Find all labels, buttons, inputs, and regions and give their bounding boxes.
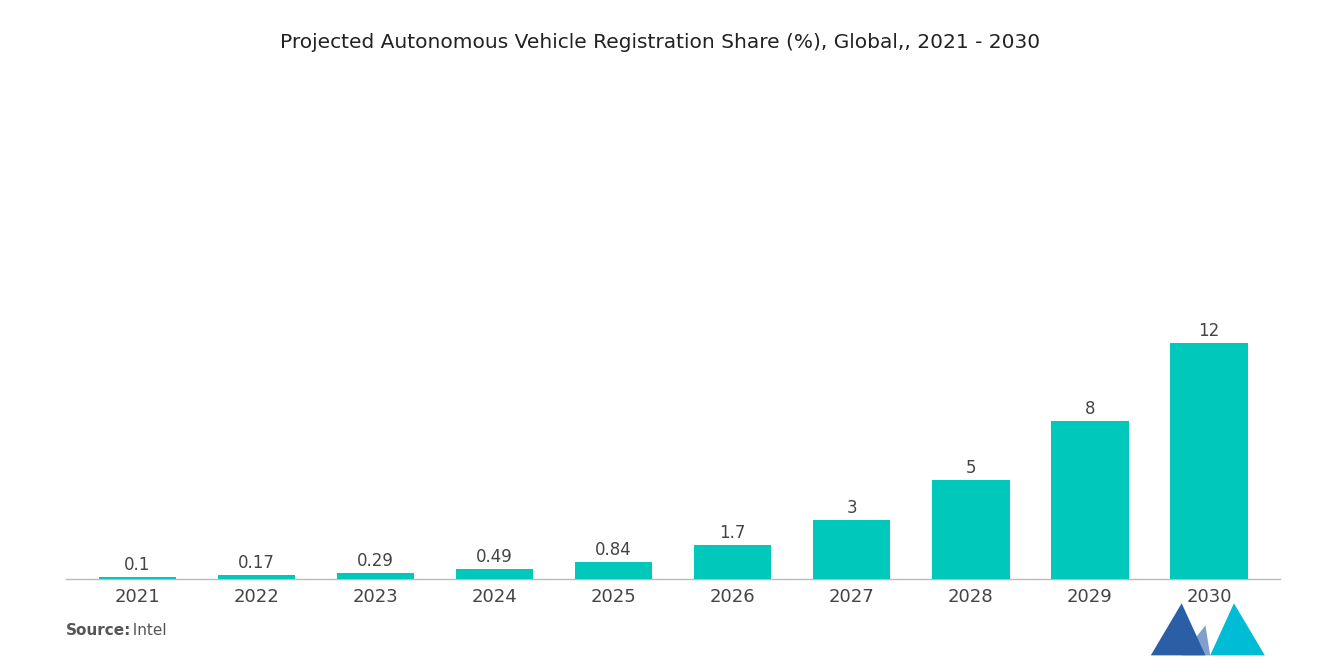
Text: 12: 12 <box>1199 322 1220 340</box>
Bar <box>1171 342 1247 579</box>
Text: 0.1: 0.1 <box>124 556 150 574</box>
Text: Intel: Intel <box>123 623 166 638</box>
Text: Projected Autonomous Vehicle Registration Share (%), Global,, 2021 - 2030: Projected Autonomous Vehicle Registratio… <box>280 33 1040 53</box>
Bar <box>813 519 891 579</box>
Bar <box>99 577 176 579</box>
Bar <box>1051 422 1129 579</box>
Text: 0.84: 0.84 <box>595 541 632 559</box>
Polygon shape <box>1151 603 1205 656</box>
Bar <box>694 545 771 579</box>
Text: 1.7: 1.7 <box>719 524 746 542</box>
Text: 8: 8 <box>1085 400 1096 418</box>
Bar <box>576 562 652 579</box>
Bar <box>337 573 414 579</box>
Polygon shape <box>1181 625 1210 656</box>
Text: 5: 5 <box>966 460 975 477</box>
Text: Source:: Source: <box>66 623 132 638</box>
Bar <box>455 569 533 579</box>
Text: 3: 3 <box>846 499 857 517</box>
Bar <box>932 480 1010 579</box>
Text: 0.49: 0.49 <box>477 548 513 566</box>
Bar <box>218 575 296 579</box>
Polygon shape <box>1210 603 1265 656</box>
Text: 0.29: 0.29 <box>358 552 393 570</box>
Text: 0.17: 0.17 <box>238 554 275 573</box>
